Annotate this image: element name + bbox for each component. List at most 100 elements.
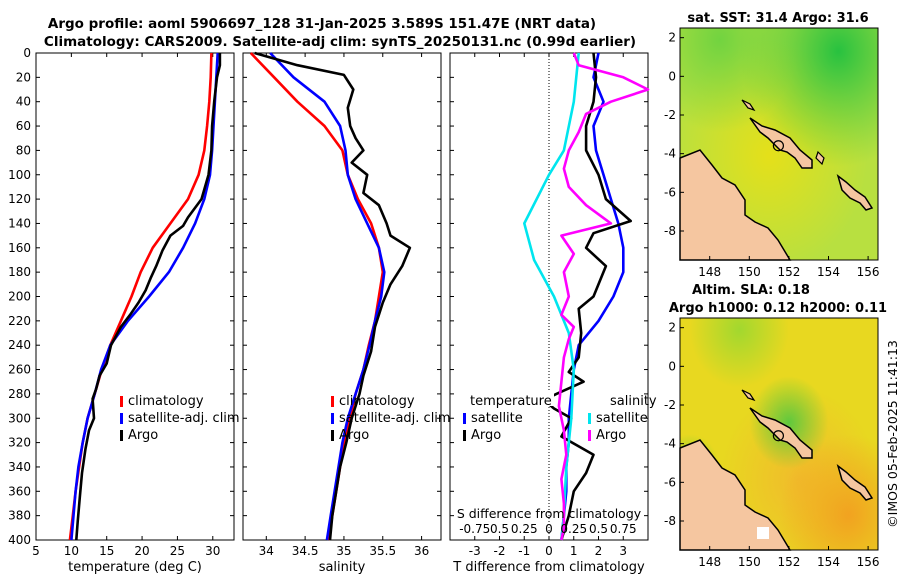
- map-y-tick-label: 2: [668, 321, 676, 335]
- difference-legend: temperature satellite Argo salinity sate…: [454, 392, 657, 443]
- x-tick-label: 25: [170, 544, 185, 558]
- map-y-tick-label: 0: [668, 359, 676, 373]
- x-tick-label: -1: [518, 544, 530, 558]
- map-y-tick-label: -6: [664, 475, 676, 489]
- legend-climatology-label: climatology: [339, 394, 415, 409]
- depth-tick-label: 180: [8, 265, 31, 279]
- figure-title-line2: Climatology: CARS2009. Satellite-adj cli…: [44, 34, 636, 50]
- salinity-x-ticks: 34 34.5 35 35.5 36: [259, 53, 429, 558]
- depth-tick-label: 20: [16, 70, 31, 84]
- legend-temperature-title: temperature: [470, 394, 552, 409]
- depth-tick-label: 40: [16, 95, 31, 109]
- x-tick-label: 35: [336, 544, 351, 558]
- legend-satellite-label: satellite-adj. clim: [339, 411, 451, 426]
- missing-data-patch: [757, 527, 769, 539]
- map-y-tick-label: -6: [664, 185, 676, 199]
- figure-title-line1: Argo profile: aoml 5906697_128 31-Jan-20…: [48, 16, 596, 32]
- sla-map: [679, 317, 879, 551]
- map-y-tick-label: -8: [664, 514, 676, 528]
- temperature-x-ticks: 5 10 15 20 25 30: [32, 53, 220, 558]
- argo-position-marker: [772, 140, 785, 152]
- legend-salinity-title: salinity: [610, 394, 657, 409]
- x-tick-label: 30: [205, 544, 220, 558]
- depth-tick-labels: 0 20 40 60 80 100 120 140 160 180 200 220 240 260 280 3…: [8, 46, 31, 547]
- legend-background: [454, 392, 554, 406]
- map-y-tick-label: -2: [664, 108, 676, 122]
- depth-tick-label: 60: [16, 119, 31, 133]
- s-difference-axis-label: S difference from climatology: [457, 506, 642, 521]
- depth-tick-label: 280: [8, 387, 31, 401]
- depth-tick-label: 360: [8, 484, 31, 498]
- legend-s-argo-swatch: [588, 430, 591, 441]
- island-land: [741, 99, 756, 112]
- legend-argo-swatch: [120, 430, 123, 441]
- series-line-t-argo: [542, 52, 633, 541]
- depth-tick-label: 240: [8, 338, 31, 352]
- series-line-argo: [75, 53, 222, 541]
- island-land: [741, 389, 756, 402]
- map-y-tick-label: -4: [664, 147, 676, 161]
- depth-tick-label: 300: [8, 411, 31, 425]
- legend-satellite-label: satellite-adj. clim: [128, 411, 240, 426]
- map-x-tick-label: 154: [817, 555, 840, 569]
- s-difference-tick-label: 0.5: [589, 522, 608, 536]
- temperature-series: [68, 52, 222, 541]
- map-y-tick-label: -4: [664, 437, 676, 451]
- map-x-tick-label: 152: [777, 265, 800, 279]
- argo-position-marker: [772, 430, 785, 442]
- legend-argo-label: Argo: [339, 428, 369, 443]
- depth-tick-label: 80: [16, 143, 31, 157]
- map-y-tick-label: -8: [664, 224, 676, 238]
- legend-argo-label: Argo: [128, 428, 158, 443]
- sst-map-ticks: 148 150 152 154 156 2 0 -2 -4 -6 -8: [664, 31, 880, 279]
- new-britain-land: [749, 407, 813, 459]
- x-tick-label: 36: [414, 544, 429, 558]
- legend-climatology-label: climatology: [128, 394, 204, 409]
- series-line-climatology: [249, 52, 385, 541]
- x-tick-label: 34.5: [292, 544, 319, 558]
- t-difference-axis-label: T difference from climatology: [452, 560, 645, 575]
- s-difference-tick-labels: -0.75 0.5 0.25 0 0.25 0.5 0.75: [459, 522, 636, 536]
- salinity-series: [249, 51, 412, 541]
- legend-s-satellite-label: satellite: [596, 411, 648, 426]
- temperature-panel-frame: [35, 52, 235, 541]
- x-tick-label: 34: [259, 544, 274, 558]
- sla-map-ticks: 148 150 152 154 156 2 0 -2 -4 -6 -8: [664, 321, 880, 569]
- x-tick-label: 35.5: [369, 544, 396, 558]
- depth-tick-label: 0: [23, 46, 31, 60]
- new-britain-land: [749, 117, 813, 169]
- salinity-panel-frame: [242, 52, 442, 541]
- legend-climatology-swatch: [120, 396, 123, 407]
- map-x-tick-label: 150: [738, 555, 761, 569]
- series-line-s-satellite: [522, 52, 580, 541]
- depth-tick-label: 380: [8, 509, 31, 523]
- map-y-tick-label: -2: [664, 398, 676, 412]
- map-x-tick-label: 156: [857, 265, 880, 279]
- s-difference-tick-label: 0.25: [511, 522, 538, 536]
- x-tick-label: -3: [469, 544, 481, 558]
- s-difference-tick-label: 0: [545, 522, 553, 536]
- depth-tick-label: 320: [8, 436, 31, 450]
- salinity-legend: climatology satellite-adj. clim Argo: [331, 394, 451, 443]
- depth-tick-label: 140: [8, 216, 31, 230]
- legend-satellite-swatch: [331, 413, 334, 424]
- s-difference-tick-label: 0.5: [490, 522, 509, 536]
- x-tick-label: 1: [570, 544, 578, 558]
- sla-map-title-line2: Argo h1000: 0.12 h2000: 0.11: [669, 301, 887, 316]
- legend-t-satellite-swatch: [463, 413, 466, 424]
- x-tick-label: 2: [595, 544, 603, 558]
- sla-map-title-line1: Altim. SLA: 0.18: [692, 283, 810, 298]
- legend-climatology-swatch: [331, 396, 334, 407]
- depth-tick-label: 120: [8, 192, 31, 206]
- map-x-tick-label: 148: [698, 265, 721, 279]
- depth-tick-label: 340: [8, 460, 31, 474]
- sst-map: [679, 27, 879, 261]
- x-tick-label: 20: [134, 544, 149, 558]
- map-x-tick-label: 152: [777, 555, 800, 569]
- map-x-tick-label: 150: [738, 265, 761, 279]
- depth-tick-label: 220: [8, 314, 31, 328]
- temperature-legend: climatology satellite-adj. clim Argo: [120, 394, 240, 443]
- series-line-argo: [254, 51, 412, 541]
- depth-tick-label: 400: [8, 533, 31, 547]
- legend-t-satellite-label: satellite: [471, 411, 523, 426]
